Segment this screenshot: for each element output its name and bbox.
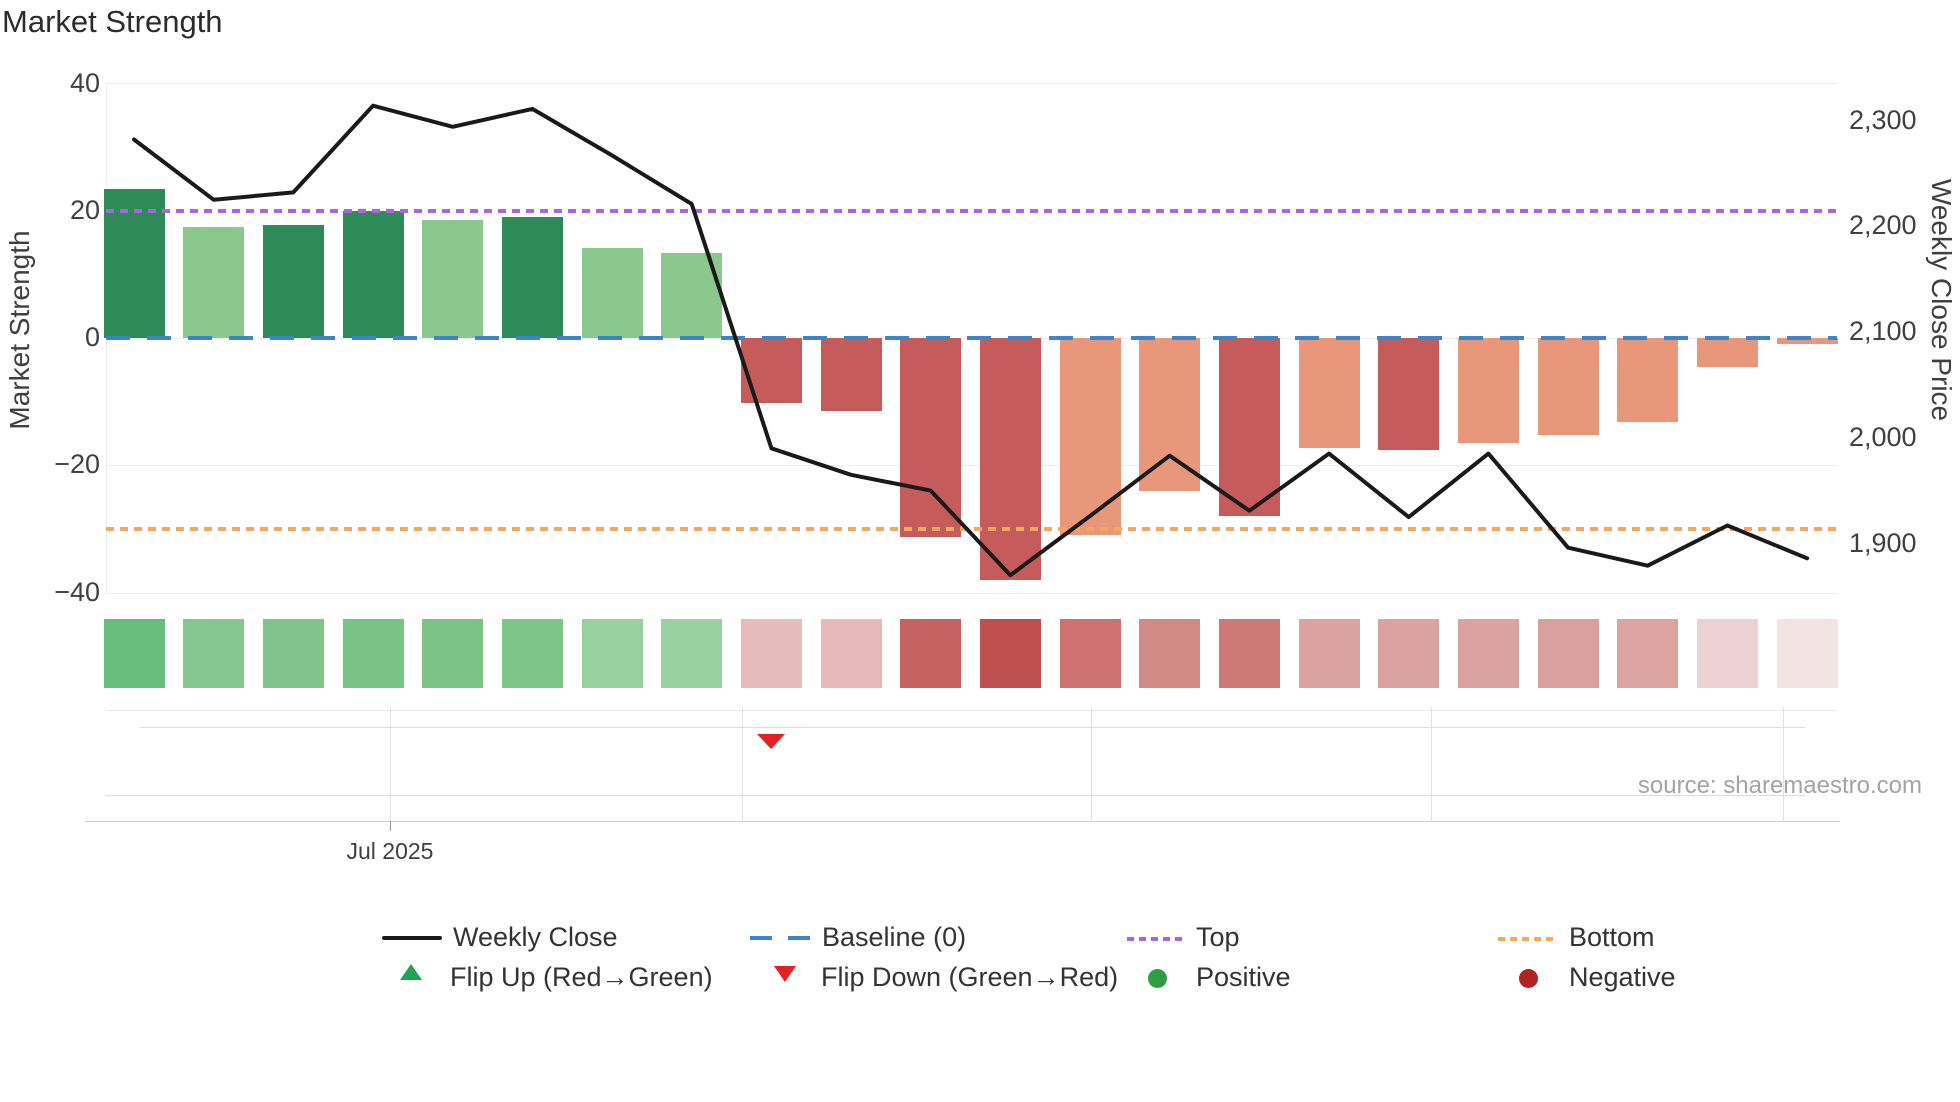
left-tick-40: 40 xyxy=(69,67,100,98)
left-tick--20: −20 xyxy=(54,449,100,480)
strength-bar-week-2[interactable] xyxy=(183,226,245,338)
month-gridline-4 xyxy=(1783,707,1784,822)
legend-item-weekly-close[interactable]: Weekly Close xyxy=(453,922,618,952)
left-tick-0: 0 xyxy=(84,322,100,352)
signal-strip-week-22[interactable] xyxy=(1776,619,1838,688)
x-axis-line xyxy=(85,821,1840,822)
flip-down-triangle-icon xyxy=(774,966,796,982)
baseline-dash-swatch xyxy=(750,936,810,940)
legend-item-baseline[interactable]: Baseline (0) xyxy=(822,922,967,952)
jul-2025-tick xyxy=(390,821,391,831)
legend-item-positive[interactable]: Positive xyxy=(1196,962,1291,992)
gridline--20 xyxy=(106,465,1837,466)
gridline--40 xyxy=(106,593,1837,594)
legend-item-flip-up[interactable]: Flip Up (Red→Green) xyxy=(450,962,713,992)
strength-bar-week-15[interactable] xyxy=(1218,338,1280,517)
flip-down-marker[interactable] xyxy=(757,734,786,749)
month-gridline-1 xyxy=(742,707,743,822)
marker-row-mid-line xyxy=(140,727,1805,728)
strength-bar-week-21[interactable] xyxy=(1696,338,1758,368)
right-tick-2200: 2,200 xyxy=(1849,210,1917,241)
signal-strip-week-8[interactable] xyxy=(661,619,723,688)
weekly-close-line-swatch xyxy=(382,936,442,940)
strength-bar-week-3[interactable] xyxy=(262,224,324,338)
strength-bar-week-11[interactable] xyxy=(900,338,962,538)
signal-strip-week-4[interactable] xyxy=(342,619,404,688)
chart-title: Market Strength xyxy=(2,4,223,39)
legend-item-bottom[interactable]: Bottom xyxy=(1569,922,1655,952)
legend-item-negative[interactable]: Negative xyxy=(1569,962,1676,992)
signal-strip-week-12[interactable] xyxy=(979,619,1041,688)
bottom-dotted-swatch xyxy=(1498,937,1554,941)
left-tick--40: −40 xyxy=(54,576,100,607)
left-tick-20: 20 xyxy=(69,194,100,225)
signal-strip-week-2[interactable] xyxy=(183,619,245,688)
source-credit: source: sharemaestro.com xyxy=(1637,772,1922,799)
strength-bar-week-5[interactable] xyxy=(422,220,484,338)
signal-strip-week-3[interactable] xyxy=(262,619,324,688)
signal-strip-week-14[interactable] xyxy=(1139,619,1201,688)
signal-strip-week-20[interactable] xyxy=(1617,619,1679,688)
signal-strip-week-17[interactable] xyxy=(1378,619,1440,688)
strength-bar-week-7[interactable] xyxy=(581,247,643,338)
positive-dot-icon xyxy=(1148,969,1167,988)
x-tick-jul-2025: Jul 2025 xyxy=(346,838,434,864)
legend-item-flip-down[interactable]: Flip Down (Green→Red) xyxy=(821,962,1119,992)
strength-bar-week-18[interactable] xyxy=(1457,338,1519,443)
month-gridline-3 xyxy=(1431,707,1432,822)
negative-dot-icon xyxy=(1519,969,1538,988)
signal-strip-week-10[interactable] xyxy=(820,619,882,688)
strength-bar-week-14[interactable] xyxy=(1139,338,1201,491)
strength-bar-week-4[interactable] xyxy=(342,210,404,339)
strength-bar-week-10[interactable] xyxy=(820,338,882,412)
strength-bar-week-17[interactable] xyxy=(1378,338,1440,450)
strength-bar-week-16[interactable] xyxy=(1298,338,1360,449)
month-gridline-0 xyxy=(390,707,391,822)
marker-row-top-line xyxy=(106,710,1837,711)
signal-strip-week-7[interactable] xyxy=(581,619,643,688)
baseline-line xyxy=(106,336,1837,340)
right-tick-1900: 1,900 xyxy=(1849,527,1917,558)
top-threshold-line xyxy=(106,208,1837,213)
strength-bar-week-6[interactable] xyxy=(501,217,563,338)
signal-strip-week-1[interactable] xyxy=(103,619,165,688)
signal-strip-week-15[interactable] xyxy=(1218,619,1280,688)
strength-bar-week-8[interactable] xyxy=(661,252,723,338)
strength-bar-week-19[interactable] xyxy=(1537,338,1599,436)
signal-strip-week-11[interactable] xyxy=(900,619,962,688)
flip-up-triangle-icon xyxy=(400,964,422,980)
signal-strip-week-6[interactable] xyxy=(501,619,563,688)
signal-strip-week-16[interactable] xyxy=(1298,619,1360,688)
signal-strip-week-13[interactable] xyxy=(1059,619,1121,688)
strength-bar-week-13[interactable] xyxy=(1059,338,1121,536)
right-tick-2000: 2,000 xyxy=(1849,421,1917,452)
strength-bar-week-9[interactable] xyxy=(740,338,802,403)
legend-item-top[interactable]: Top xyxy=(1196,922,1240,952)
strength-bar-week-20[interactable] xyxy=(1617,338,1679,422)
right-tick-2100: 2,100 xyxy=(1849,316,1917,346)
strength-bar-week-12[interactable] xyxy=(979,338,1041,580)
signal-strip-week-19[interactable] xyxy=(1537,619,1599,688)
right-tick-2300: 2,300 xyxy=(1849,104,1917,135)
top-dotted-swatch xyxy=(1127,937,1183,941)
signal-strip-week-18[interactable] xyxy=(1457,619,1519,688)
signal-strip-week-9[interactable] xyxy=(740,619,802,688)
signal-strip-week-21[interactable] xyxy=(1696,619,1758,688)
signal-strip-week-5[interactable] xyxy=(422,619,484,688)
bottom-threshold-line xyxy=(106,526,1837,531)
month-gridline-2 xyxy=(1091,707,1092,822)
plot-top-border xyxy=(106,83,1837,84)
marker-row-bottom-line xyxy=(106,795,1805,796)
